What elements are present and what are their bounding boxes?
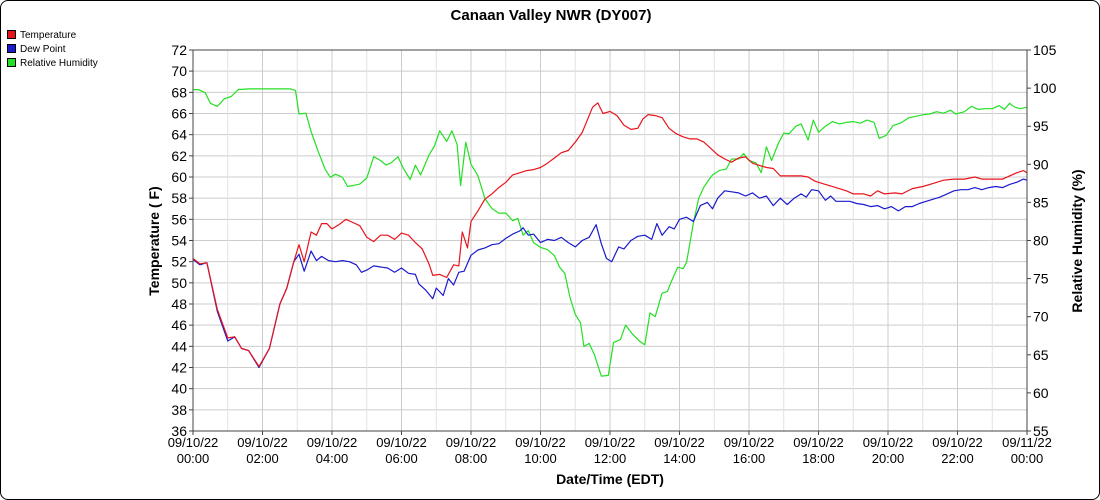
dew-point-swatch — [7, 44, 16, 53]
x-tick-time-label: 00:00 — [177, 451, 210, 466]
y-tick-label: 68 — [171, 84, 187, 100]
y-tick-label: 72 — [171, 42, 187, 58]
legend-item-temperature: Temperature — [7, 29, 98, 43]
x-tick-date-label: 09/10/22 — [932, 435, 983, 450]
legend-item-relative-humidity: Relative Humidity — [7, 57, 98, 71]
y-tick-label: 36 — [171, 423, 187, 439]
x-tick-date-label: 09/10/22 — [724, 435, 775, 450]
y-tick-label: 62 — [171, 148, 187, 164]
y-tick-label: 66 — [171, 106, 187, 122]
x-tick-time-label: 18:00 — [802, 451, 835, 466]
y2-tick-label: 60 — [1033, 385, 1049, 401]
y-tick-label: 38 — [171, 402, 187, 418]
y-tick-label: 58 — [171, 190, 187, 206]
y-tick-label: 54 — [171, 233, 187, 249]
x-tick-date-label: 09/10/22 — [446, 435, 497, 450]
x-tick-time-label: 08:00 — [455, 451, 488, 466]
series-layer — [192, 88, 1028, 377]
x-tick-time-label: 14:00 — [663, 451, 696, 466]
y2-tick-label: 75 — [1033, 271, 1049, 287]
right-axis-ticks: 55 60 65 70 75 80 85 90 95 100 105 — [1027, 42, 1057, 439]
y-tick-label: 52 — [171, 254, 187, 270]
y-tick-label: 48 — [171, 296, 187, 312]
x-tick-time-label: 10:00 — [524, 451, 557, 466]
x-tick-time-label: 16:00 — [733, 451, 766, 466]
y2-tick-label: 55 — [1033, 423, 1049, 439]
x-tick-time-label: 02:00 — [246, 451, 279, 466]
legend: Temperature Dew Point Relative Humidity — [7, 29, 98, 71]
x-tick-time-label: 20:00 — [872, 451, 905, 466]
x-tick-time-label: 22:00 — [941, 451, 974, 466]
x-tick-date-label: 09/10/22 — [168, 435, 219, 450]
y-axis-label: Temperature ( F) — [146, 186, 162, 295]
x-tick-time-label: 00:00 — [1011, 451, 1044, 466]
dew-point-line — [192, 178, 1028, 369]
y2-tick-label: 70 — [1033, 309, 1049, 325]
y2-tick-label: 95 — [1033, 118, 1049, 134]
legend-label-dew-point: Dew Point — [20, 44, 66, 55]
y2-tick-label: 105 — [1033, 42, 1057, 58]
x-axis-label: Date/Time (EDT) — [556, 471, 664, 487]
x-tick-date-label: 09/10/22 — [515, 435, 566, 450]
y-tick-label: 70 — [171, 63, 187, 79]
y-tick-label: 50 — [171, 275, 187, 291]
x-tick-date-label: 09/10/22 — [793, 435, 844, 450]
y2-axis-label: Relative Humidity (%) — [1069, 169, 1085, 312]
relative-humidity-line — [193, 88, 1028, 377]
x-tick-date-label: 09/10/22 — [237, 435, 288, 450]
y-tick-label: 44 — [171, 338, 187, 354]
left-axis-ticks: 36 38 40 42 44 46 48 50 52 54 56 58 60 62 64 66 68 70 72 — [171, 42, 193, 439]
y-tick-label: 46 — [171, 317, 187, 333]
y-tick-label: 56 — [171, 211, 187, 227]
legend-label-relative-humidity: Relative Humidity — [20, 58, 98, 69]
x-tick-date-label: 09/10/22 — [307, 435, 358, 450]
x-tick-time-label: 06:00 — [385, 451, 418, 466]
x-tick-time-label: 12:00 — [594, 451, 627, 466]
x-axis-ticks: 09/10/2200:0009/10/2202:0009/10/2204:000… — [168, 431, 1052, 466]
y-tick-label: 40 — [171, 381, 187, 397]
temperature-swatch — [7, 30, 16, 39]
y2-tick-label: 80 — [1033, 233, 1049, 249]
y-tick-label: 42 — [171, 360, 187, 376]
y2-tick-label: 65 — [1033, 347, 1049, 363]
legend-item-dew-point: Dew Point — [7, 43, 98, 57]
y2-tick-label: 90 — [1033, 156, 1049, 172]
y-tick-label: 60 — [171, 169, 187, 185]
y2-tick-label: 85 — [1033, 194, 1049, 210]
temperature-line — [192, 102, 1028, 367]
legend-label-temperature: Temperature — [20, 30, 77, 41]
x-tick-date-label: 09/10/22 — [654, 435, 705, 450]
x-tick-date-label: 09/10/22 — [585, 435, 636, 450]
x-tick-date-label: 09/11/22 — [1002, 435, 1052, 450]
x-tick-date-label: 09/10/22 — [376, 435, 427, 450]
grid-lines — [192, 49, 1028, 432]
y2-tick-label: 100 — [1033, 80, 1057, 96]
chart-title: Canaan Valley NWR (DY007) — [451, 7, 652, 24]
y-tick-label: 64 — [171, 127, 187, 143]
x-tick-date-label: 09/10/22 — [863, 435, 914, 450]
relative-humidity-swatch — [7, 58, 16, 67]
x-tick-time-label: 04:00 — [316, 451, 349, 466]
